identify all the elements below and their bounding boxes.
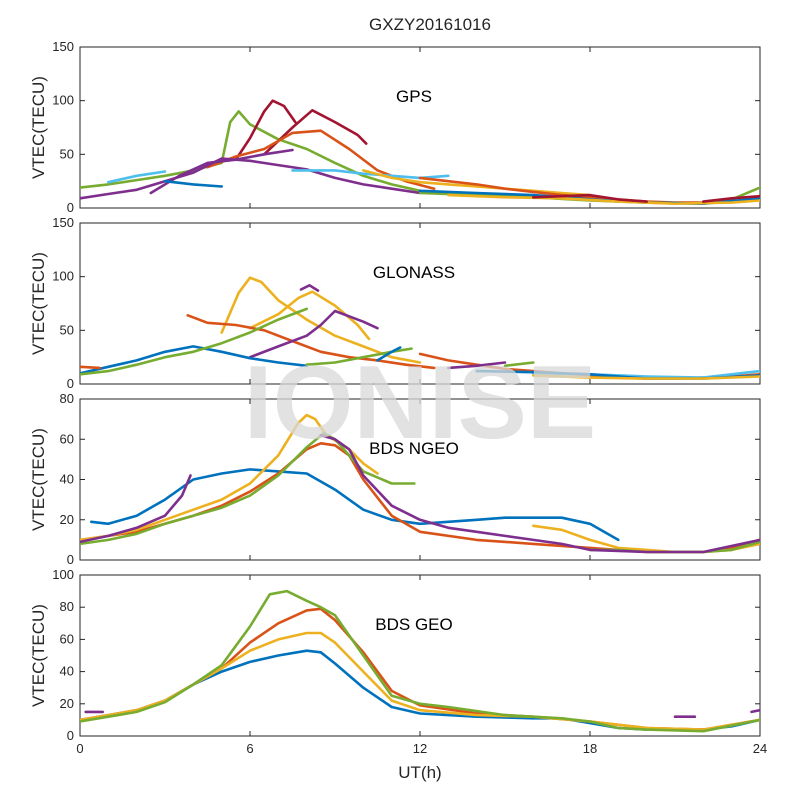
y-axis-label: VTEC(TECU)	[29, 604, 48, 707]
x-tick-label: 18	[583, 741, 597, 756]
x-tick-label: 24	[753, 741, 767, 756]
series-line-8	[80, 307, 308, 376]
y-tick-label: 0	[67, 200, 74, 215]
y-tick-label: 80	[60, 599, 74, 614]
series-line-1	[80, 110, 422, 193]
series-group	[80, 589, 760, 733]
panel-label: GPS	[396, 87, 432, 106]
series-line-5	[299, 284, 320, 292]
series-line-3	[80, 631, 760, 731]
series-line-10	[362, 169, 592, 197]
x-axis-label: UT(h)	[398, 763, 441, 782]
series-line-10	[376, 346, 402, 362]
panel-2: 0 50 100 150 VTEC(TECU) GLONASS	[29, 215, 761, 391]
y-tick-label: 80	[60, 391, 74, 406]
series-line-3	[262, 109, 368, 156]
series-line-5	[80, 157, 422, 200]
panel-label: BDS NGEO	[369, 439, 459, 458]
series-line-6	[80, 345, 308, 375]
y-tick-label: 40	[60, 472, 74, 487]
y-tick-label: 50	[60, 146, 74, 161]
y-tick-label: 100	[52, 93, 74, 108]
y-tick-label: 50	[60, 322, 74, 337]
panel-1: 0 50 100 150 VTEC(TECU) GPS	[29, 39, 761, 215]
y-tick-label: 150	[52, 39, 74, 54]
series-line-7	[750, 708, 760, 714]
series-line-15	[532, 193, 648, 203]
axes-box	[79, 574, 761, 737]
series-line-6	[149, 148, 294, 195]
y-tick-label: 0	[67, 376, 74, 391]
panels: 0 50 100 150 VTEC(TECU) GPS 0 50 100 150 VTEC(TECU…	[29, 39, 767, 756]
series-line-2	[234, 99, 297, 161]
panel-label: BDS GEO	[375, 615, 452, 634]
series-line-1	[90, 468, 620, 542]
y-tick-label: 60	[60, 431, 74, 446]
series-line-16	[532, 374, 760, 380]
series-group	[80, 276, 760, 380]
series-line-4	[248, 309, 379, 359]
y-tick-label: 150	[52, 215, 74, 230]
y-tick-label: 0	[67, 728, 74, 743]
y-axis-label: VTEC(TECU)	[29, 252, 48, 355]
series-group	[80, 99, 760, 205]
panel-label: GLONASS	[373, 263, 455, 282]
series-line-9	[305, 347, 413, 366]
series-line-7	[163, 179, 223, 188]
series-line-14	[447, 193, 760, 205]
figure-title: GXZY20161016	[369, 15, 491, 34]
series-line-4	[80, 589, 760, 733]
series-line-2	[248, 290, 371, 341]
x-tick-label: 0	[76, 741, 83, 756]
y-tick-label: 20	[60, 696, 74, 711]
y-tick-label: 40	[60, 664, 74, 679]
x-tick-label: 12	[413, 741, 427, 756]
series-line-7	[80, 365, 102, 370]
watermark: IONISE	[244, 345, 597, 461]
y-tick-label: 0	[67, 552, 74, 567]
series-line-13	[503, 361, 535, 368]
x-tick-label: 6	[246, 741, 253, 756]
y-tick-label: 20	[60, 512, 74, 527]
series-line-3	[186, 314, 436, 370]
series-line-16	[702, 194, 760, 203]
y-tick-label: 60	[60, 631, 74, 646]
series-line-12	[447, 361, 507, 370]
series-group	[80, 413, 760, 554]
series-line-8	[319, 433, 760, 554]
series-line-8	[107, 170, 167, 184]
series-line-1	[220, 276, 422, 364]
series-line-7	[80, 474, 192, 544]
y-tick-label: 100	[52, 269, 74, 284]
panel-4: 0 20 40 60 80 100 0 6 12 18 24 VTEC(TECU) BDS GEO	[29, 567, 767, 756]
y-tick-label: 100	[52, 567, 74, 582]
y-axis-label: VTEC(TECU)	[29, 428, 48, 531]
y-axis-label: VTEC(TECU)	[29, 76, 48, 179]
panel-3: 0 20 40 60 80 VTEC(TECU) BDS NGEO	[29, 391, 761, 567]
